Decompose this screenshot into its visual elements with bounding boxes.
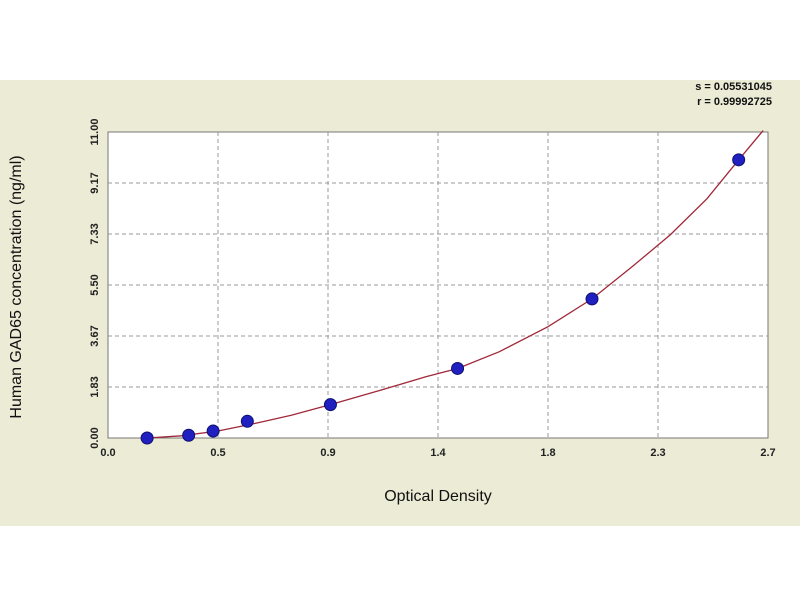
x-axis-ticks: 0.0 0.5 0.9 1.4 1.8 2.3 2.7 bbox=[100, 447, 775, 459]
x-tick-label: 1.4 bbox=[430, 447, 446, 459]
x-tick-label: 0.5 bbox=[210, 447, 225, 459]
y-tick-label: 11.00 bbox=[89, 119, 101, 146]
y-axis-ticks: 0.00 1.83 3.67 5.50 7.33 9.17 11.00 bbox=[89, 119, 101, 449]
x-axis-title: Optical Density bbox=[384, 488, 492, 505]
x-tick-label: 2.7 bbox=[760, 447, 775, 459]
data-points-layer bbox=[140, 153, 746, 445]
y-axis-title: Human GAD65 concentration (ng/ml) bbox=[8, 155, 25, 418]
data-point bbox=[240, 414, 254, 428]
y-tick-label: 0.00 bbox=[89, 427, 101, 448]
x-tick-label: 0.0 bbox=[100, 447, 115, 459]
data-point bbox=[451, 361, 465, 375]
data-point bbox=[140, 431, 154, 445]
data-point bbox=[206, 424, 220, 438]
data-point bbox=[585, 292, 599, 306]
grid bbox=[108, 132, 768, 438]
y-tick-label: 1.83 bbox=[89, 376, 101, 397]
data-point bbox=[732, 153, 746, 167]
x-tick-label: 0.9 bbox=[320, 447, 335, 459]
stat-r-label: r = 0.99992725 bbox=[697, 96, 772, 108]
y-tick-label: 7.33 bbox=[89, 223, 101, 244]
x-tick-label: 2.3 bbox=[650, 447, 665, 459]
y-tick-label: 9.17 bbox=[89, 172, 101, 193]
y-tick-label: 3.67 bbox=[89, 325, 101, 346]
stat-s-label: s = 0.05531045 bbox=[695, 81, 772, 93]
data-point bbox=[323, 398, 337, 412]
x-tick-label: 1.8 bbox=[540, 447, 555, 459]
y-tick-label: 5.50 bbox=[89, 274, 101, 295]
data-point bbox=[182, 428, 196, 442]
